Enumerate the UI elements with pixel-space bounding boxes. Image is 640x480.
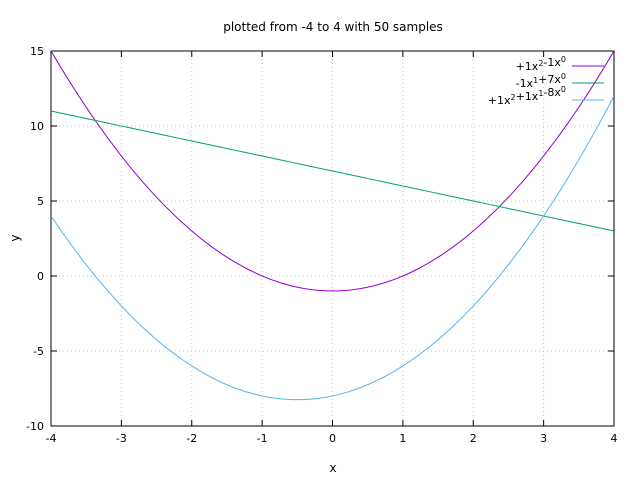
y-tick-label: -5 [33, 345, 44, 358]
x-tick-label: -4 [46, 432, 57, 445]
legend-label-1: +1x2-1x0 [516, 55, 566, 73]
y-tick-label: 0 [37, 270, 44, 283]
x-tick-label: 0 [329, 432, 336, 445]
x-tick-label: 4 [611, 432, 618, 445]
legend: +1x2-1x0-1x1+7x0+1x2+1x1-8x0 [488, 55, 604, 107]
series-line-3 [51, 95, 614, 401]
x-axis-label: x [329, 461, 336, 475]
x-tick-label: 1 [399, 432, 406, 445]
series-line-2 [51, 110, 614, 232]
x-tick-label: 3 [540, 432, 547, 445]
x-tick-label: -2 [186, 432, 197, 445]
y-axis-label: y [8, 234, 22, 241]
y-tick-label: -10 [26, 420, 44, 433]
grid [50, 50, 615, 427]
chart-title: plotted from -4 to 4 with 50 samples [223, 20, 443, 34]
y-tick-label: 10 [30, 120, 44, 133]
y-tick-label: 5 [37, 195, 44, 208]
series-group [51, 51, 614, 401]
y-tick-label: 15 [30, 45, 44, 58]
series-line-1 [51, 51, 614, 292]
legend-label-2: -1x1+7x0 [516, 72, 566, 90]
x-tick-label: -1 [257, 432, 268, 445]
x-tick-label: -3 [116, 432, 127, 445]
legend-label-3: +1x2+1x1-8x0 [488, 85, 566, 107]
x-tick-label: 2 [470, 432, 477, 445]
